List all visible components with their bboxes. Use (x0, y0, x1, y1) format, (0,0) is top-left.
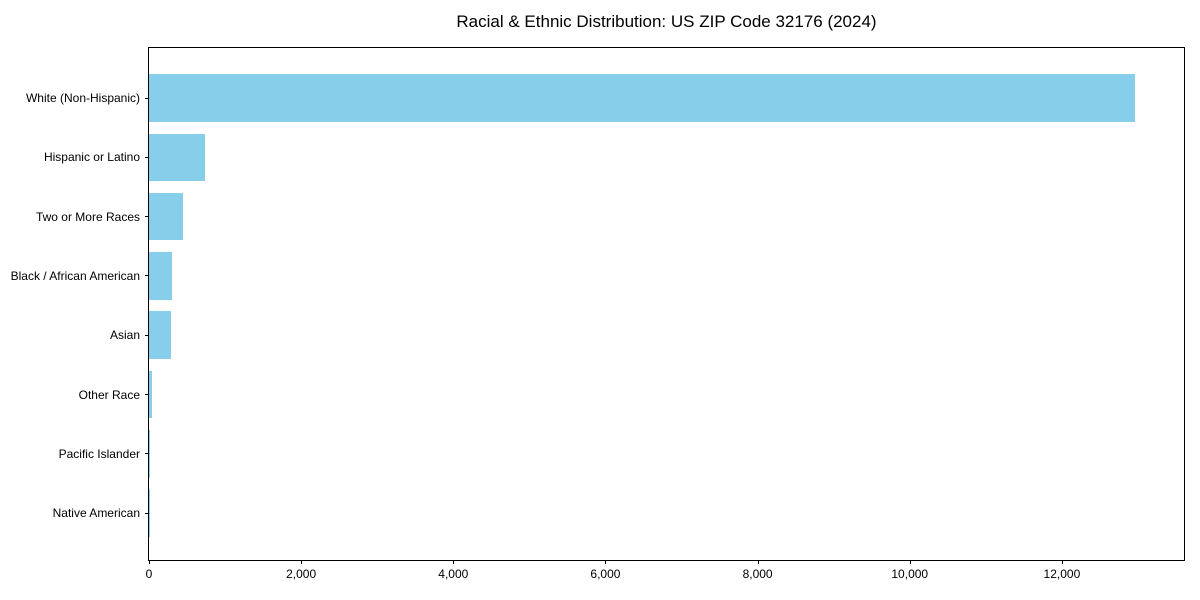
x-tick-mark (1061, 560, 1063, 564)
x-tick-mark (605, 560, 607, 564)
bar-two-or-more-races (149, 192, 184, 241)
x-tick-mark (453, 560, 455, 564)
y-tick-label-hispanic-or-latino: Hispanic or Latino (43, 150, 140, 165)
y-tick-label-white-non-hispanic: White (Non-Hispanic) (25, 91, 140, 105)
y-tick-label-pacific-islander: Pacific Islander (58, 446, 140, 461)
y-tick-label-two-or-more-races: Two or More Races (35, 209, 140, 224)
x-tick-mark (909, 560, 911, 564)
x-tick-label-0: 0 (145, 567, 153, 581)
bar-black-african-american (149, 252, 172, 300)
bar-other-race (149, 370, 153, 419)
x-tick-label-4000: 4,000 (438, 567, 469, 581)
y-tick-mark (145, 216, 149, 218)
y-tick-label-native-american: Native American (52, 506, 140, 521)
x-tick-label-6000: 6,000 (590, 567, 621, 581)
x-tick-label-12000: 12,000 (1043, 567, 1081, 581)
bar-hispanic-or-latino (149, 133, 206, 182)
y-tick-mark (145, 156, 149, 158)
bar-pacific-islander (149, 430, 150, 478)
x-tick-label-10000: 10,000 (891, 567, 929, 581)
plot-area: White (Non-Hispanic) Hispanic or Latino Tw… (11, 47, 1185, 581)
y-tick-mark (145, 394, 149, 395)
y-tick-label-black-african-american: Black / African American (10, 268, 140, 283)
x-tick-mark (301, 560, 303, 564)
chart-title: Racial & Ethnic Distribution: US ZIP Cod… (456, 12, 877, 31)
y-tick-mark (145, 453, 149, 455)
y-tick-mark (145, 512, 149, 514)
y-tick-mark (145, 275, 149, 277)
y-tick-mark (145, 97, 149, 99)
x-tick-mark (149, 560, 150, 564)
y-tick-mark (145, 334, 149, 336)
x-tick-mark (757, 560, 759, 564)
y-tick-label-other-race: Other Race (78, 387, 140, 402)
bar-asian (149, 311, 172, 359)
y-tick-label-asian: Asian (109, 328, 140, 343)
x-tick-label-2000: 2,000 (286, 567, 317, 581)
x-tick-label-8000: 8,000 (742, 567, 773, 581)
bar-white-non-hispanic (149, 74, 1135, 122)
